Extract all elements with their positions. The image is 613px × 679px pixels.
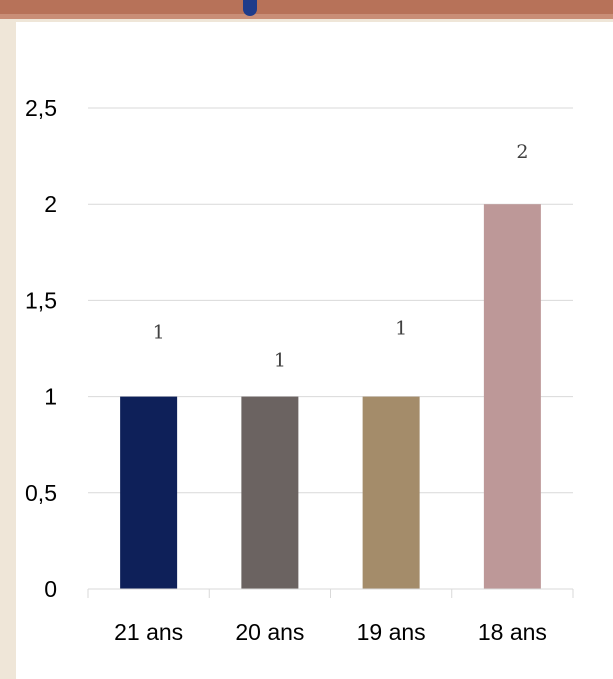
data-label: 1	[395, 318, 407, 340]
y-tick-label: 2,5	[25, 95, 57, 121]
data-label: 1	[153, 322, 165, 344]
data-labels: 1 1 1 2	[153, 141, 529, 371]
x-tick-label: 20 ans	[235, 619, 304, 645]
bar-18-ans	[484, 204, 541, 589]
y-tick-label: 2	[44, 191, 57, 217]
bar-20-ans	[241, 397, 298, 589]
data-label: 1	[274, 350, 286, 372]
x-tick-label: 18 ans	[478, 619, 547, 645]
bar-21-ans	[120, 397, 177, 589]
y-tick-label: 1,5	[25, 287, 57, 313]
x-tick-label: 21 ans	[114, 619, 183, 645]
y-tick-label: 0	[44, 576, 57, 602]
x-tick-label: 19 ans	[357, 619, 426, 645]
y-tick-label: 1	[44, 384, 57, 410]
bar-19-ans	[363, 397, 420, 589]
y-axis-ticks: 0 0,5 1 1,5 2 2,5	[25, 95, 57, 602]
x-axis: 21 ans 20 ans 19 ans 18 ans	[88, 589, 573, 645]
data-label: 2	[516, 141, 528, 163]
y-tick-label: 0,5	[25, 480, 57, 506]
